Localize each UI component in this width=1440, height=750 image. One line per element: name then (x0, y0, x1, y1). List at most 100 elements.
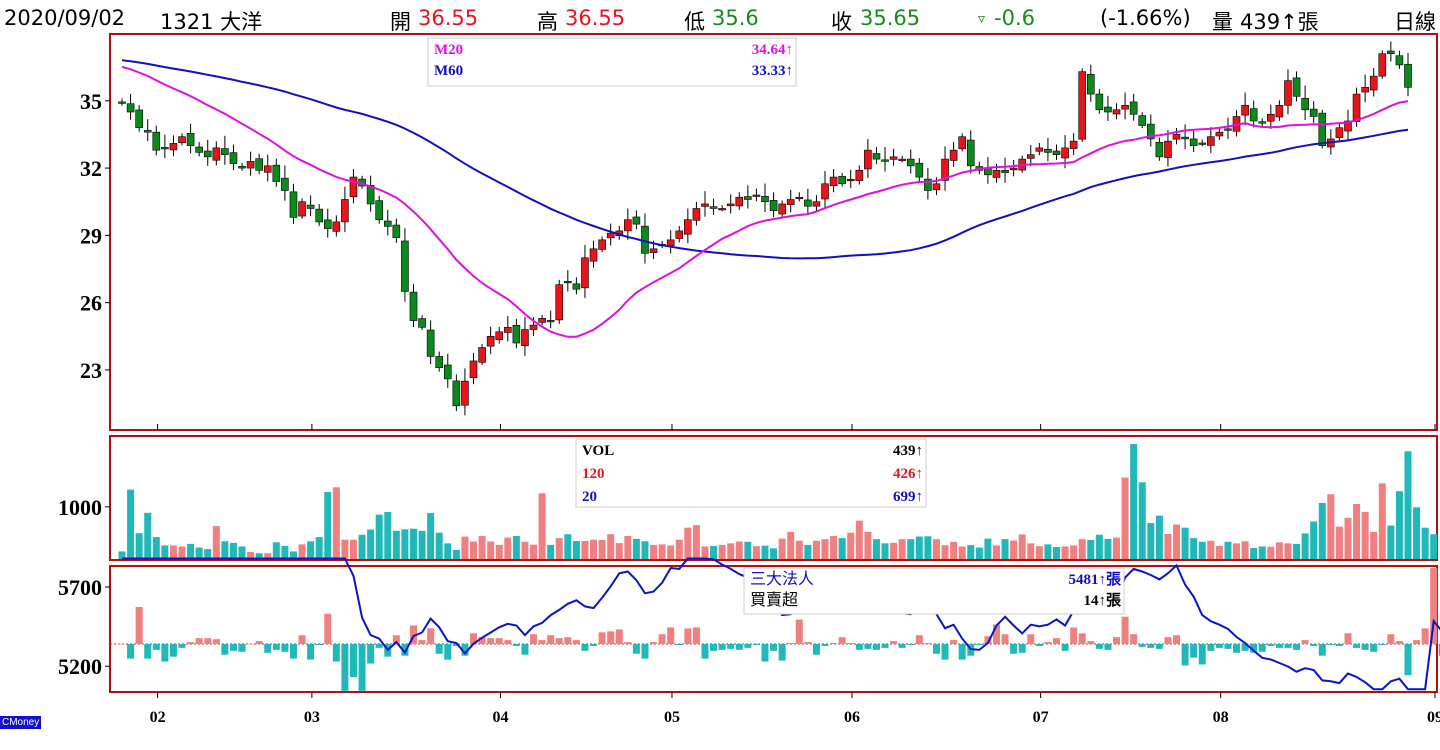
candle-body (1129, 101, 1138, 115)
candle-body (263, 165, 272, 173)
open-value: 36.55 (418, 6, 479, 30)
candle-body (898, 158, 906, 161)
candle-body (118, 101, 126, 104)
net-buy-bar (401, 644, 409, 656)
volume-bar (470, 541, 478, 559)
close-label: 收 (831, 10, 852, 34)
volume-bar (1413, 507, 1421, 559)
candle-body (941, 158, 949, 181)
candle-body (306, 204, 315, 209)
volume-bar (1001, 539, 1009, 559)
volume-bar (564, 534, 572, 559)
net-buy-bar (855, 644, 863, 650)
volume-bar (890, 542, 898, 559)
volume-bar (504, 537, 512, 559)
net-buy-bar (1361, 644, 1369, 650)
volume-bar (932, 539, 940, 559)
net-buy-bar (1215, 644, 1223, 648)
net-buy-bar (718, 644, 726, 650)
volume-bar (195, 547, 203, 559)
net-buy-bar (1164, 637, 1172, 644)
net-buy-bar (1010, 644, 1018, 654)
candle-body (1172, 134, 1181, 140)
volume-bar (1250, 548, 1258, 559)
net-buy-bar (487, 638, 495, 644)
candle-body (701, 203, 709, 207)
volume-bar (1061, 546, 1069, 559)
candle-body (349, 176, 358, 198)
volume-bar (221, 541, 229, 559)
volume-bar (401, 529, 409, 559)
candle-body (855, 170, 864, 181)
net-buy-bar (1078, 633, 1086, 644)
net-buy-bar (1155, 644, 1163, 649)
candle-body (478, 347, 486, 363)
candle-body (632, 216, 641, 225)
net-buy-bar (332, 644, 340, 662)
candle-body (298, 201, 306, 217)
volume-bar (1318, 502, 1326, 559)
stock-name: 1321 大洋 (160, 10, 263, 34)
net-buy-bar (761, 644, 769, 662)
candle-body (984, 168, 992, 176)
net-buy-bar (701, 644, 709, 659)
candle-body (135, 109, 143, 129)
net-buy-bar (530, 634, 538, 644)
candle-body (966, 139, 975, 167)
net-buy-bar (547, 635, 555, 644)
volume-bar (1052, 547, 1060, 559)
net-buy-bar (907, 644, 915, 645)
volume-bar (975, 547, 983, 559)
volume-bar (358, 534, 366, 559)
institutional-legend-name: 三大法人 (750, 569, 814, 588)
net-buy-bar (444, 644, 452, 660)
candle-body (1249, 108, 1258, 122)
net-buy-bar (204, 638, 212, 644)
volume-bar (821, 539, 829, 559)
net-buy-bar (349, 644, 357, 678)
net-buy-bar (392, 635, 400, 644)
net-buy-bar (1353, 644, 1361, 648)
volume-legend-value: 699↑ (893, 489, 923, 505)
candle-body (1061, 147, 1069, 159)
net-buy-bar (941, 644, 949, 660)
net-buy-bar (1087, 641, 1095, 644)
net-buy-bar (1284, 644, 1292, 648)
net-buy-bar (1207, 644, 1215, 651)
net-buy-bar (1190, 644, 1198, 658)
volume-bar (1293, 543, 1301, 559)
volume-bar (1155, 515, 1163, 559)
volume-bar (264, 553, 272, 559)
net-buy-bar (427, 628, 435, 644)
candle-body (735, 196, 744, 207)
institutional-tick-label: 5700 (58, 575, 102, 600)
change-percent: (-1.66%) (1100, 6, 1191, 30)
candle-body (1224, 128, 1232, 131)
volume-bar (1430, 534, 1438, 559)
volume-bar (1147, 523, 1155, 559)
candle-body (726, 203, 735, 207)
net-buy-bar (521, 644, 529, 655)
volume-bar (1138, 482, 1146, 559)
volume-bar (804, 544, 812, 559)
net-buy-bar (307, 644, 315, 660)
volume-bar (1207, 540, 1215, 559)
volume-bar (727, 543, 735, 559)
candle-body (1147, 123, 1155, 140)
net-buy-bar (238, 644, 246, 652)
net-buy-bar (890, 641, 898, 644)
high-value: 36.55 (565, 6, 626, 30)
volume-bar (1361, 512, 1369, 559)
candle-body (606, 232, 615, 239)
net-buy-bar (1147, 644, 1155, 648)
volume-bar (135, 533, 143, 559)
volume-bar (1267, 546, 1275, 559)
net-buy-bar (495, 638, 503, 644)
volume-bar (367, 529, 375, 559)
candle-body (229, 152, 238, 164)
volume-bar (1275, 542, 1283, 559)
net-buy-bar (187, 642, 195, 644)
candle-body (666, 239, 675, 246)
candle-body (1069, 140, 1078, 149)
